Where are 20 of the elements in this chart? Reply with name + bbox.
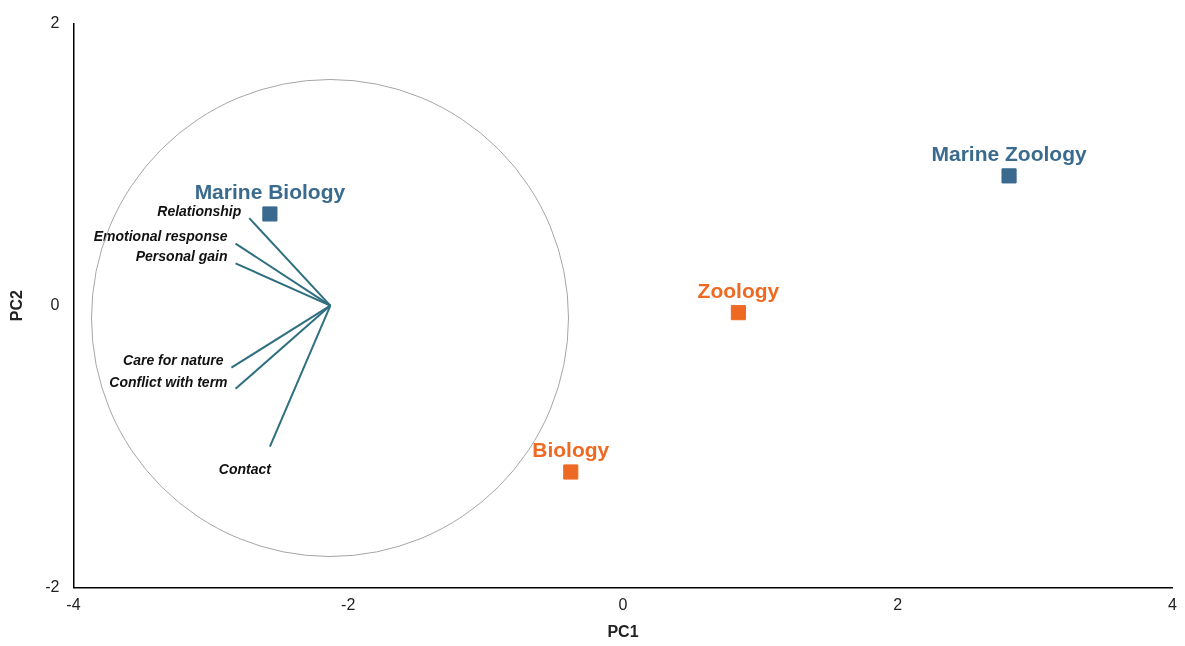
x-tick-label: 4: [1168, 595, 1178, 613]
y-tick-label: -2: [45, 578, 60, 596]
series-label: Contact: [218, 461, 273, 478]
series-label: Emotional response: [93, 228, 228, 245]
x-tick-label: -4: [66, 595, 81, 613]
series-label: Relationship: [157, 203, 242, 220]
series-label: Care for nature: [123, 352, 224, 369]
x-tick-label: 0: [618, 595, 628, 613]
y-tick-label: 2: [50, 14, 60, 32]
series-label: Biology: [532, 438, 610, 462]
y-tick-label: 0: [50, 296, 60, 314]
series-label: Zoology: [697, 278, 780, 302]
series-label: Marine Zoology: [931, 142, 1087, 166]
series-label: Personal gain: [135, 248, 228, 265]
y-axis-title: PC2: [8, 289, 26, 322]
x-tick-label: -2: [341, 595, 356, 613]
series-label: Marine Biology: [194, 180, 346, 204]
x-tick-label: 2: [893, 595, 903, 613]
series-label: Conflict with term: [109, 373, 228, 390]
x-axis-title: PC1: [607, 622, 639, 640]
